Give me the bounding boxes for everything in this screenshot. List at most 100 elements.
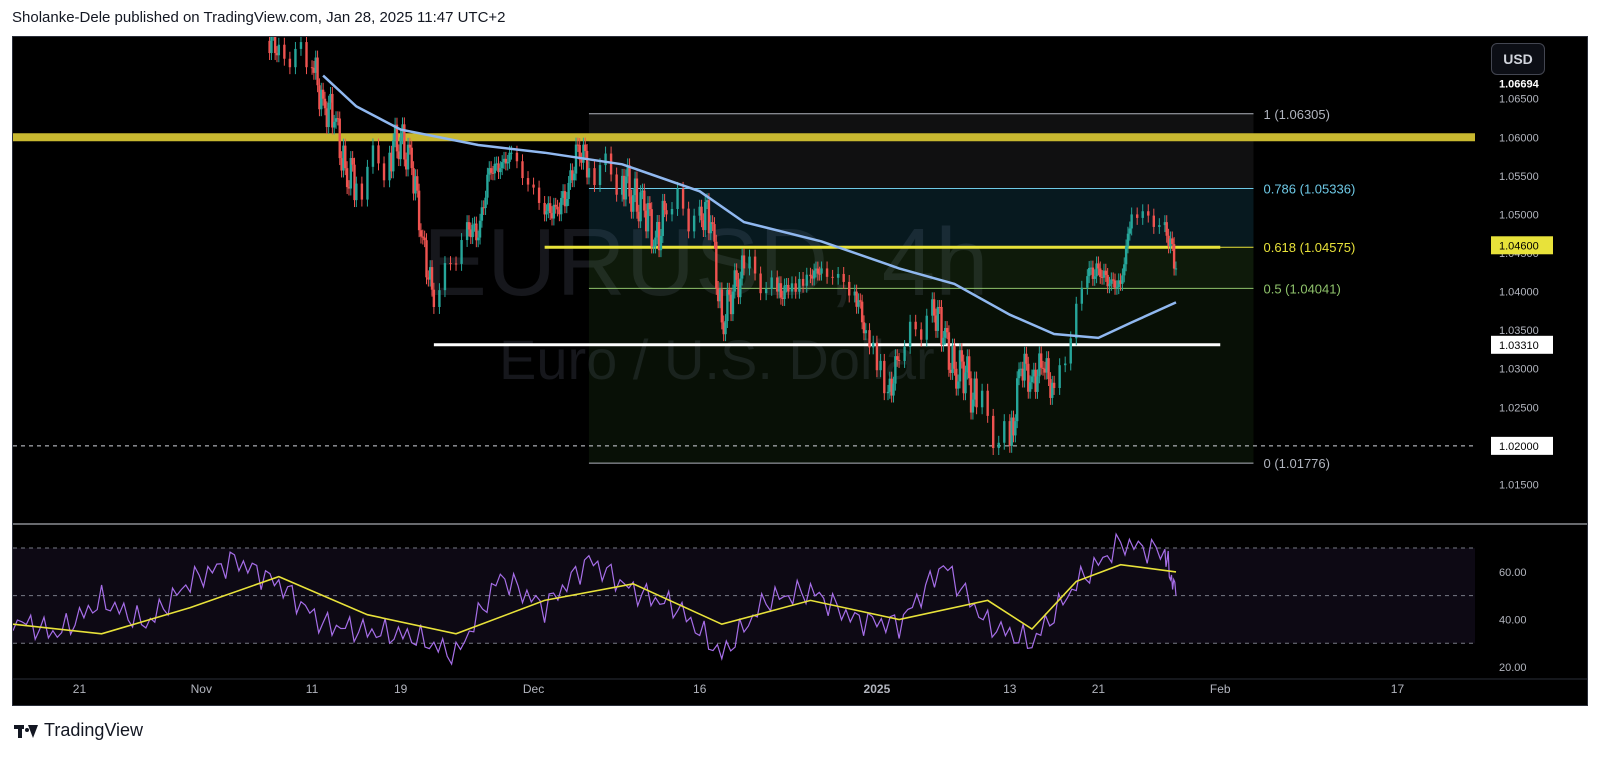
candle — [342, 145, 345, 171]
candle — [344, 145, 347, 169]
candle — [980, 390, 984, 408]
price-axis-tick: 1.06000 — [1499, 132, 1539, 144]
currency-button[interactable]: USD — [1491, 43, 1545, 75]
candle — [966, 356, 969, 373]
time-axis-tick: 16 — [693, 682, 707, 696]
candle — [392, 140, 395, 172]
candle — [443, 263, 447, 291]
candle — [510, 152, 513, 154]
candle — [932, 299, 936, 316]
candle — [609, 153, 613, 175]
fib-level-label: 1 (1.06305) — [1263, 107, 1330, 122]
candle — [740, 255, 744, 279]
candle — [338, 118, 341, 159]
candle — [637, 211, 640, 222]
candle — [563, 191, 567, 207]
candle — [764, 288, 768, 294]
price-axis-tick: 1.02500 — [1499, 402, 1539, 414]
candle — [1043, 368, 1047, 373]
candle — [310, 67, 314, 69]
candle — [818, 273, 821, 275]
candle — [862, 322, 866, 334]
candle — [814, 268, 818, 271]
time-axis-tick: Nov — [191, 682, 212, 696]
candle — [908, 321, 912, 347]
time-axis-tick: 17 — [1391, 682, 1405, 696]
candle — [659, 235, 663, 251]
candle — [632, 195, 635, 212]
candle — [502, 158, 506, 163]
candle — [1045, 358, 1048, 373]
candle — [561, 191, 565, 198]
candle — [393, 124, 397, 141]
candle — [731, 291, 735, 315]
candle — [860, 301, 864, 323]
candle — [842, 273, 845, 282]
candle — [956, 381, 960, 389]
candle — [427, 277, 430, 280]
candle — [1049, 379, 1052, 398]
candle — [565, 199, 568, 207]
fib-level-label: 0.5 (1.04041) — [1263, 281, 1340, 296]
candle — [1075, 303, 1078, 339]
candle — [320, 89, 323, 110]
candle — [794, 283, 797, 292]
candle — [709, 222, 712, 234]
candle — [886, 391, 890, 394]
candle — [417, 190, 421, 231]
candle — [958, 350, 962, 382]
candle — [641, 190, 644, 193]
candle — [748, 256, 751, 269]
candle — [548, 203, 552, 214]
candle — [687, 208, 690, 232]
tradingview-brand[interactable]: TradingView — [14, 720, 143, 741]
candle — [949, 369, 952, 373]
candle — [554, 204, 557, 207]
candle — [412, 168, 415, 194]
time-axis-tick: 13 — [1003, 682, 1017, 696]
candle — [423, 237, 426, 241]
candle — [270, 37, 273, 54]
candle — [318, 85, 321, 110]
price-axis-tick: 1.03000 — [1499, 364, 1539, 376]
candle — [1165, 222, 1168, 236]
candle — [968, 356, 971, 379]
candle — [1036, 376, 1039, 392]
candle — [288, 58, 292, 68]
candle — [421, 236, 425, 238]
fib-level-label: 0.786 (1.05336) — [1263, 182, 1355, 197]
candle — [770, 277, 773, 289]
candle — [728, 289, 731, 295]
candle — [944, 328, 947, 338]
candle — [532, 184, 535, 188]
price-tag: 1.02000 — [1499, 441, 1539, 453]
candle — [1172, 244, 1176, 269]
candle — [942, 337, 945, 345]
candle — [633, 178, 637, 196]
candle — [489, 168, 493, 173]
chart-canvas[interactable]: EURUSD, 4hEuro / U.S. Dollar1 (1.06305)0… — [13, 37, 1588, 706]
candle — [652, 246, 655, 248]
chart-frame[interactable]: EURUSD, 4hEuro / U.S. Dollar1 (1.06305)0… — [12, 36, 1588, 706]
candle — [604, 153, 607, 166]
candle — [1052, 382, 1056, 388]
candle — [454, 263, 458, 265]
fib-zone — [588, 288, 1254, 464]
candle — [316, 57, 319, 86]
candle — [936, 306, 940, 331]
candle — [857, 300, 860, 307]
candle — [1034, 369, 1037, 392]
candle — [790, 283, 794, 292]
candle — [648, 203, 652, 210]
candle — [515, 152, 519, 162]
candle — [715, 241, 718, 288]
candle — [428, 267, 432, 280]
candle — [1158, 225, 1161, 227]
candle — [580, 159, 583, 163]
candle — [920, 329, 923, 340]
candle — [809, 274, 812, 277]
time-axis-tick: 21 — [1092, 682, 1106, 696]
candle — [938, 306, 941, 308]
candle — [1124, 246, 1128, 265]
candle — [890, 378, 893, 396]
